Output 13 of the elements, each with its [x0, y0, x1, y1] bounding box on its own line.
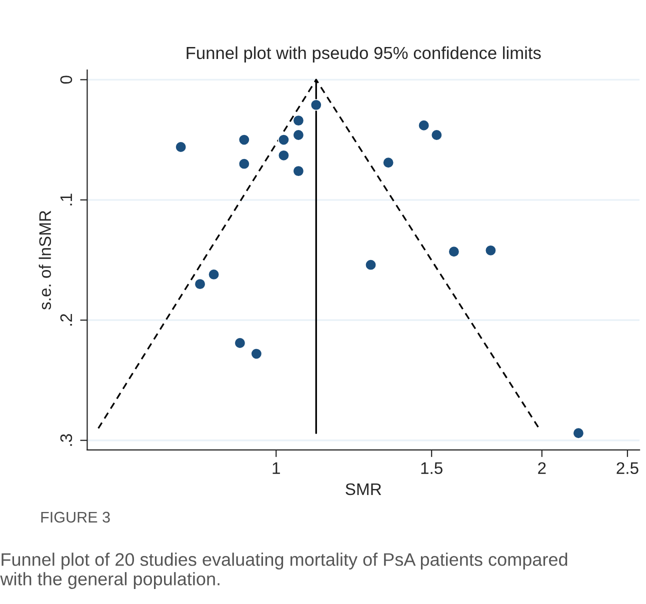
x-axis-title: SMR	[346, 483, 382, 496]
y-tick-label: 0	[60, 76, 72, 84]
text: Funnel plot of 20 studies evaluating mortality of PsA patients compared with the general population.	[0, 552, 568, 589]
chart-title: Funnel plot with pseudo 95% confidence limits	[186, 46, 541, 63]
y-axis-title: s.e. of lnSMR	[38, 210, 52, 310]
caption: FIGURE 3	[41, 512, 110, 523]
y-tick-label: .2	[60, 314, 72, 326]
x-tick-label: 2	[538, 462, 546, 474]
x-tick-label: 2.5	[616, 462, 638, 474]
y-tick-label: .3	[60, 434, 72, 446]
x-tick-label: 1.5	[421, 462, 442, 474]
x-tick-label: 1	[272, 462, 280, 474]
y-tick-label: .1	[60, 194, 72, 206]
